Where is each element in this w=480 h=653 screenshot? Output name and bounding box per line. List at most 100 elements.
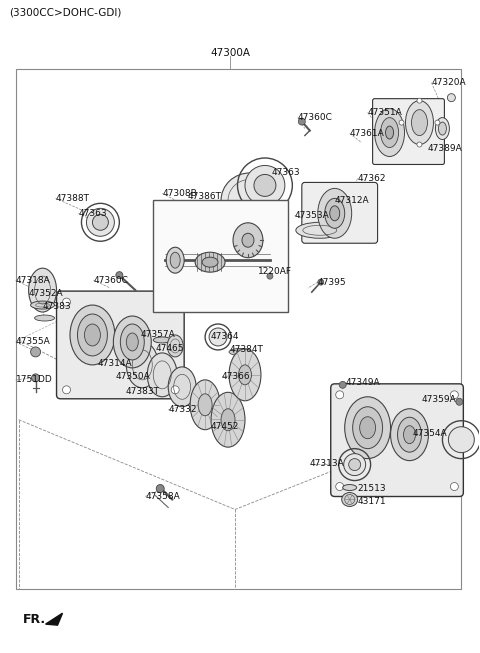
Text: 47395: 47395	[318, 278, 347, 287]
Text: 47363: 47363	[272, 168, 300, 177]
Text: 47360C: 47360C	[298, 113, 333, 122]
Circle shape	[450, 390, 458, 399]
Circle shape	[62, 386, 71, 394]
Circle shape	[156, 485, 164, 492]
Text: 47364: 47364	[210, 332, 239, 342]
Circle shape	[339, 381, 346, 389]
Ellipse shape	[438, 122, 446, 135]
FancyBboxPatch shape	[331, 384, 463, 496]
Ellipse shape	[190, 380, 220, 430]
Circle shape	[299, 118, 305, 125]
Text: 47300A: 47300A	[210, 48, 250, 58]
Text: 47349A: 47349A	[346, 378, 380, 387]
Circle shape	[171, 298, 179, 306]
Text: 47352A: 47352A	[29, 289, 63, 298]
Text: 47314A: 47314A	[97, 359, 132, 368]
Text: 47362: 47362	[358, 174, 386, 183]
Ellipse shape	[330, 206, 340, 221]
Ellipse shape	[245, 165, 285, 205]
Ellipse shape	[70, 305, 115, 365]
Ellipse shape	[170, 252, 180, 268]
Text: 1751DD: 1751DD	[16, 375, 52, 385]
Ellipse shape	[147, 353, 177, 397]
Text: 47318A: 47318A	[16, 276, 50, 285]
Text: 1220AF: 1220AF	[258, 266, 292, 276]
Text: 47452: 47452	[210, 422, 239, 431]
Ellipse shape	[126, 342, 158, 388]
Ellipse shape	[233, 223, 263, 258]
Text: 47363: 47363	[78, 209, 107, 218]
Ellipse shape	[397, 417, 421, 452]
Circle shape	[417, 98, 422, 103]
Ellipse shape	[211, 392, 245, 447]
Ellipse shape	[153, 337, 171, 343]
Text: 47361A: 47361A	[350, 129, 384, 138]
FancyBboxPatch shape	[302, 182, 378, 243]
Ellipse shape	[406, 101, 433, 144]
Ellipse shape	[296, 222, 344, 238]
Text: 47332: 47332	[168, 406, 197, 414]
Bar	[16, 69, 461, 589]
Text: 47355A: 47355A	[16, 338, 50, 347]
Circle shape	[447, 93, 456, 102]
Ellipse shape	[195, 252, 225, 272]
Ellipse shape	[435, 118, 449, 140]
Text: 43171: 43171	[358, 497, 386, 506]
Bar	[153, 200, 288, 312]
Ellipse shape	[348, 458, 360, 471]
Text: 47353A: 47353A	[295, 211, 330, 220]
Ellipse shape	[242, 233, 254, 247]
Text: 47389A: 47389A	[428, 144, 462, 153]
Ellipse shape	[120, 324, 144, 360]
Ellipse shape	[239, 365, 252, 385]
Text: 47351A: 47351A	[368, 108, 402, 117]
Ellipse shape	[221, 173, 279, 228]
Text: 47366: 47366	[222, 372, 251, 381]
Ellipse shape	[381, 118, 398, 148]
Ellipse shape	[448, 426, 474, 453]
Circle shape	[336, 390, 344, 399]
Circle shape	[417, 142, 422, 147]
Circle shape	[399, 120, 404, 125]
Ellipse shape	[325, 199, 345, 229]
Circle shape	[450, 483, 458, 490]
Ellipse shape	[29, 268, 57, 312]
Ellipse shape	[31, 301, 55, 309]
Text: 47357A: 47357A	[140, 330, 175, 340]
Text: 47386T: 47386T	[188, 192, 222, 201]
Text: 47383T: 47383T	[125, 387, 159, 396]
Text: 47388T: 47388T	[56, 194, 90, 203]
Circle shape	[31, 347, 41, 357]
Text: 47384T: 47384T	[230, 345, 264, 355]
Ellipse shape	[166, 247, 184, 273]
Ellipse shape	[113, 316, 151, 368]
Ellipse shape	[360, 417, 376, 439]
Text: 47354A: 47354A	[412, 429, 447, 438]
Circle shape	[336, 483, 344, 490]
Ellipse shape	[374, 108, 405, 157]
Ellipse shape	[202, 257, 218, 267]
Ellipse shape	[344, 454, 366, 475]
Ellipse shape	[168, 367, 196, 407]
Text: 47308B: 47308B	[162, 189, 197, 198]
Ellipse shape	[77, 314, 108, 356]
Text: 47359A: 47359A	[421, 395, 456, 404]
FancyBboxPatch shape	[372, 99, 444, 165]
Circle shape	[456, 398, 463, 406]
Circle shape	[267, 273, 273, 279]
Circle shape	[171, 386, 179, 394]
Ellipse shape	[209, 328, 227, 346]
Ellipse shape	[411, 110, 428, 136]
Ellipse shape	[342, 492, 358, 507]
Circle shape	[435, 120, 440, 125]
Text: 47358A: 47358A	[145, 492, 180, 501]
Circle shape	[116, 272, 123, 279]
Ellipse shape	[404, 426, 416, 443]
Text: 47313A: 47313A	[310, 459, 345, 468]
Ellipse shape	[93, 214, 108, 231]
Text: 47320A: 47320A	[432, 78, 466, 88]
FancyBboxPatch shape	[57, 291, 184, 399]
Circle shape	[32, 374, 39, 382]
Ellipse shape	[35, 315, 55, 321]
Ellipse shape	[229, 349, 261, 401]
